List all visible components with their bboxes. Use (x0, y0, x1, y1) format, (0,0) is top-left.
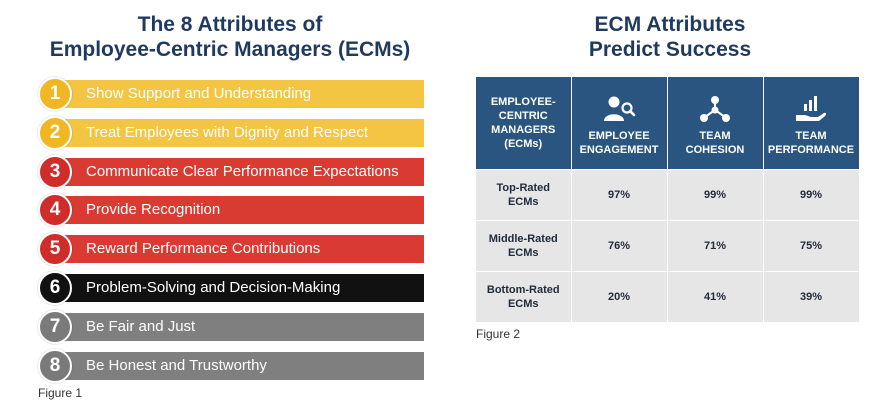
attribute-row: Be Fair and Just 7 (38, 309, 424, 344)
attribute-label: Show Support and Understanding (56, 80, 424, 108)
attribute-label: Provide Recognition (56, 196, 424, 225)
table-row: Middle-Rated ECMs 76% 71% 75% (476, 220, 860, 272)
cohesion-cell: 99% (667, 169, 764, 221)
attribute-row: Reward Performance Contributions 5 (38, 232, 424, 267)
attribute-row: Problem-Solving and Decision-Making 6 (38, 271, 424, 305)
hand-chart-icon (796, 96, 827, 121)
attribute-label: Be Fair and Just (56, 312, 424, 341)
ecm-attributes-table: EMPLOYEE- CENTRIC MANAGERS (ECMs) EMPLOY… (476, 77, 860, 323)
attribute-label: Communicate Clear Performance Expectatio… (56, 157, 424, 186)
ecm-table-title-line1: ECM Attributes (594, 13, 746, 36)
header-cohesion: TEAM COHESION (667, 77, 764, 170)
header-ecm-line: MANAGERS (491, 124, 556, 136)
cohesion-cell: 41% (667, 271, 764, 323)
network-icon (700, 96, 730, 122)
row-label-line: Top-Rated (496, 182, 551, 194)
attribute-number-badge: 5 (38, 232, 72, 267)
attribute-label: Treat Employees with Dignity and Respect (56, 118, 424, 147)
attribute-row: Treat Employees with Dignity and Respect… (38, 115, 424, 150)
attribute-number-badge: 6 (38, 271, 72, 305)
engagement-cell: 97% (571, 169, 668, 221)
engagement-cell: 20% (571, 271, 668, 323)
header-performance: TEAM PERFORMANCE (763, 77, 860, 170)
row-label-line: ECMs (507, 196, 539, 208)
figure1-caption: Figure 1 (38, 386, 83, 400)
header-engagement-line: ENGAGEMENT (579, 144, 659, 156)
attribute-label: Problem-Solving and Decision-Making (56, 274, 424, 302)
row-label: Middle-Rated ECMs (476, 220, 572, 272)
engagement-cell: 76% (571, 220, 668, 272)
person-search-icon (604, 96, 636, 121)
attribute-number-badge: 8 (38, 348, 72, 383)
attribute-label: Reward Performance Contributions (56, 235, 424, 264)
row-label-line: Middle-Rated (488, 233, 558, 245)
attributes-title-line1: The 8 Attributes of (137, 13, 323, 36)
header-cohesion-line: TEAM (699, 130, 731, 142)
attribute-number-badge: 7 (38, 309, 72, 344)
table-header-row: EMPLOYEE- CENTRIC MANAGERS (ECMs) EMPLOY… (476, 77, 860, 170)
row-label-line: ECMs (507, 247, 539, 259)
table-row: Bottom-Rated ECMs 20% 41% 39% (476, 271, 860, 323)
header-performance-line: PERFORMANCE (767, 144, 855, 156)
attribute-number-badge: 1 (38, 77, 72, 111)
ecm-table-title: ECM Attributes Predict Success (470, 12, 870, 62)
performance-cell: 75% (763, 220, 860, 272)
header-ecm: EMPLOYEE- CENTRIC MANAGERS (ECMs) (476, 77, 572, 170)
row-label: Bottom-Rated ECMs (476, 271, 572, 323)
attribute-label: Be Honest and Trustworthy (56, 351, 424, 380)
figure2-caption: Figure 2 (476, 327, 521, 341)
row-label-line: Bottom-Rated (486, 284, 560, 296)
row-label-line: ECMs (507, 298, 539, 310)
row-label: Top-Rated ECMs (476, 169, 572, 221)
attribute-number-badge: 3 (38, 154, 72, 189)
performance-cell: 99% (763, 169, 860, 221)
header-ecm-line: CENTRIC (498, 110, 548, 122)
attribute-row: Communicate Clear Performance Expectatio… (38, 154, 424, 189)
attribute-row: Be Honest and Trustworthy 8 (38, 348, 424, 383)
attributes-title: The 8 Attributes of Employee-Centric Man… (20, 12, 440, 62)
header-ecm-line: (ECMs) (504, 138, 543, 150)
attribute-row: Provide Recognition 4 (38, 193, 424, 228)
attribute-number-badge: 4 (38, 193, 72, 228)
attribute-row: Show Support and Understanding 1 (38, 77, 424, 111)
table-row: Top-Rated ECMs 97% 99% 99% (476, 169, 860, 221)
header-ecm-line: EMPLOYEE- (490, 96, 556, 108)
performance-cell: 39% (763, 271, 860, 323)
header-engagement: EMPLOYEE ENGAGEMENT (571, 77, 668, 170)
attributes-title-line2: Employee-Centric Managers (ECMs) (49, 38, 411, 61)
ecm-table-title-line2: Predict Success (588, 38, 752, 61)
attribute-number-badge: 2 (38, 115, 72, 150)
cohesion-cell: 71% (667, 220, 764, 272)
header-cohesion-line: COHESION (685, 144, 745, 156)
header-performance-line: TEAM (795, 130, 827, 142)
header-engagement-line: EMPLOYEE (588, 130, 650, 142)
